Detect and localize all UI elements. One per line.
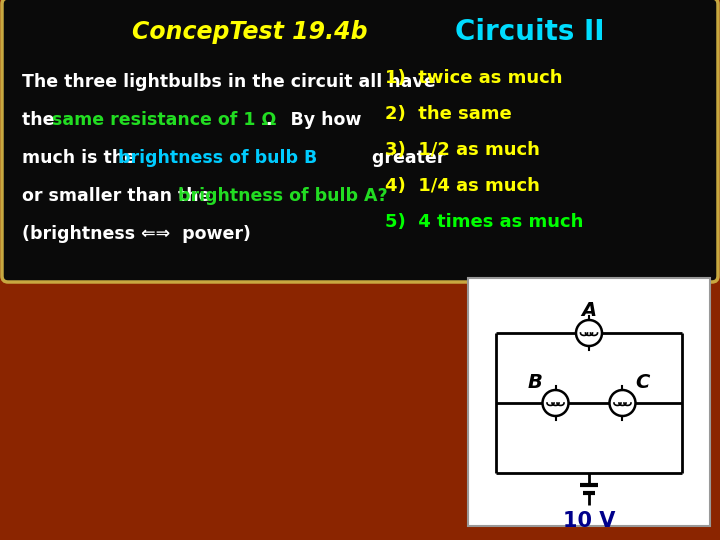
Bar [468,278,710,526]
Text: brightness of bulb A?: brightness of bulb A? [178,187,387,205]
Text: 5)  4 times as much: 5) 4 times as much [385,213,583,231]
Text: or smaller than the: or smaller than the [22,187,217,205]
Text: 3)  1/2 as much: 3) 1/2 as much [385,141,540,159]
Text: ConcepTest 19.4b: ConcepTest 19.4b [132,20,368,44]
Text: B: B [528,374,543,393]
Text: much is the: much is the [22,149,142,167]
Text: A: A [582,301,597,321]
Text: Circuits II: Circuits II [455,18,605,46]
Circle shape [576,320,602,346]
FancyBboxPatch shape [2,0,718,282]
Text: C: C [635,374,649,393]
Text: .   By how: . By how [266,111,361,129]
Text: 2)  the same: 2) the same [385,105,512,123]
Text: brightness of bulb B: brightness of bulb B [118,149,318,167]
Text: the: the [22,111,60,129]
Circle shape [543,390,569,416]
Circle shape [609,390,636,416]
Text: greater: greater [360,149,446,167]
Text: 1)  twice as much: 1) twice as much [385,69,562,87]
Text: 10 V: 10 V [563,511,615,531]
Text: The three lightbulbs in the circuit all have: The three lightbulbs in the circuit all … [22,73,436,91]
Text: (brightness ⇐⇒  power): (brightness ⇐⇒ power) [22,225,251,243]
Text: same resistance of 1 Ω: same resistance of 1 Ω [52,111,276,129]
Text: 4)  1/4 as much: 4) 1/4 as much [385,177,540,195]
